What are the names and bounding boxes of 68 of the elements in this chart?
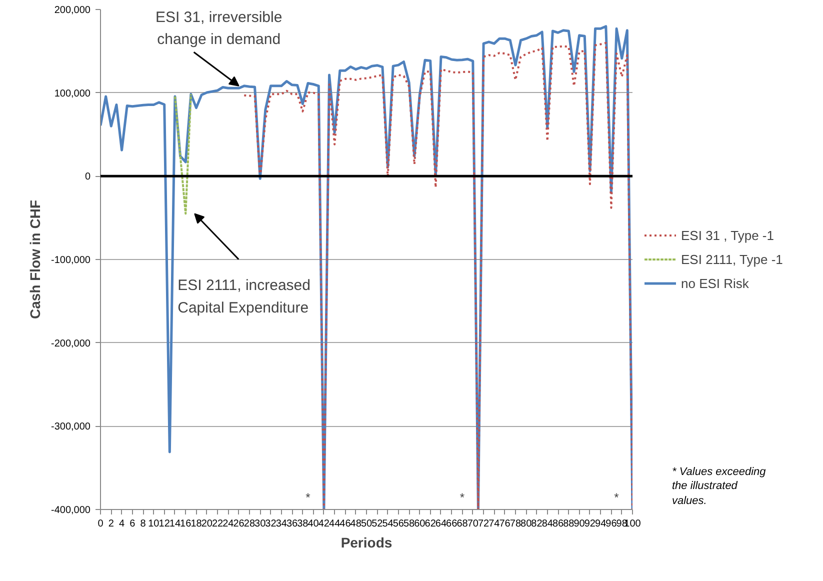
x-tick-label: 60 [414, 518, 426, 530]
x-tick-label: 12 [158, 518, 170, 530]
x-tick-label: 36 [286, 518, 298, 530]
x-tick-label: 0 [98, 518, 104, 530]
x-tick-label: 48 [350, 518, 362, 530]
x-tick-label: 44 [329, 518, 341, 530]
line-series [174, 93, 192, 215]
y-tick-label: -400,000 [51, 505, 91, 516]
x-tick-label: 96 [606, 518, 618, 530]
y-tick-label: -300,000 [51, 422, 91, 433]
x-tick-label: 28 [244, 518, 256, 530]
x-tick-label: 32 [265, 518, 277, 530]
x-tick-label: 90 [574, 518, 586, 530]
annotation: * [614, 490, 620, 505]
x-tick-label: 78 [510, 518, 522, 530]
legend-label: ESI 31 , Type -1 [681, 228, 774, 242]
x-tick-label: 40 [308, 518, 320, 530]
x-tick-label: 8 [140, 518, 146, 530]
x-tick-label: 2 [108, 518, 114, 530]
annotation: * [460, 490, 465, 505]
x-tick-label: 4 [119, 518, 125, 530]
x-tick-label: 6 [130, 518, 136, 530]
x-tick-label: 10 [148, 518, 160, 530]
x-tick-label: 56 [392, 518, 404, 530]
text: * Values exceeding the illustrated values. [672, 465, 766, 508]
y-tick-label: 100,000 [54, 88, 91, 100]
y-tick-label: 200,000 [54, 5, 91, 16]
x-tick-label: 54 [382, 518, 394, 530]
x-tick-label: 34 [276, 518, 288, 530]
x-tick-label: 88 [563, 518, 575, 530]
x-axis-title: Periods [340, 534, 392, 550]
x-tick-label: 30 [254, 518, 266, 530]
y-axis-title: Cash Flow in CHF [27, 200, 44, 319]
legend-label: no ESI Risk [681, 276, 749, 290]
x-tick-label: 64 [435, 518, 447, 530]
x-tick-label: 66 [446, 518, 458, 530]
x-tick-label: 68 [456, 518, 468, 530]
x-tick-label: 94 [595, 518, 607, 530]
x-tick-label: 70 [467, 518, 479, 530]
x-tick-label: 24 [222, 518, 234, 530]
x-tick-label: 76 [499, 518, 511, 530]
x-tick-label: 52 [372, 518, 384, 530]
x-tick-label: 26 [233, 518, 245, 530]
x-tick-label: 22 [212, 518, 224, 530]
x-tick-label: 62 [424, 518, 436, 530]
x-tick-label: 20 [201, 518, 213, 530]
y-tick-label: 0 [84, 172, 91, 183]
x-tick-label: 58 [404, 518, 416, 530]
x-tick-label: 72 [478, 518, 490, 530]
y-tick-label: -100,000 [51, 255, 91, 266]
x-tick-label: 92 [584, 518, 596, 530]
x-tick-label: 42 [318, 518, 330, 530]
x-tick-label: 84 [542, 518, 554, 530]
x-tick-label: 18 [190, 518, 202, 530]
legend-label: ESI 2111, Type -1 [681, 252, 783, 266]
y-tick-label: -200,000 [51, 338, 91, 350]
x-tick-label: 82 [531, 518, 543, 530]
x-tick-label: 14 [169, 518, 181, 530]
x-tick-label: 74 [488, 518, 500, 530]
x-tick-label: 50 [360, 518, 372, 530]
x-tick-label: 16 [180, 518, 192, 530]
x-tick-label: 86 [552, 518, 564, 530]
annotation: ESI 31, irreversible change in demand [155, 9, 282, 48]
x-tick-label: 80 [520, 518, 532, 530]
annotation: * [306, 490, 311, 505]
x-tick-label: 38 [297, 518, 309, 530]
x-tick-label: 46 [340, 518, 352, 530]
annotation: ESI 2111, increased Capital Expenditure [178, 277, 310, 316]
